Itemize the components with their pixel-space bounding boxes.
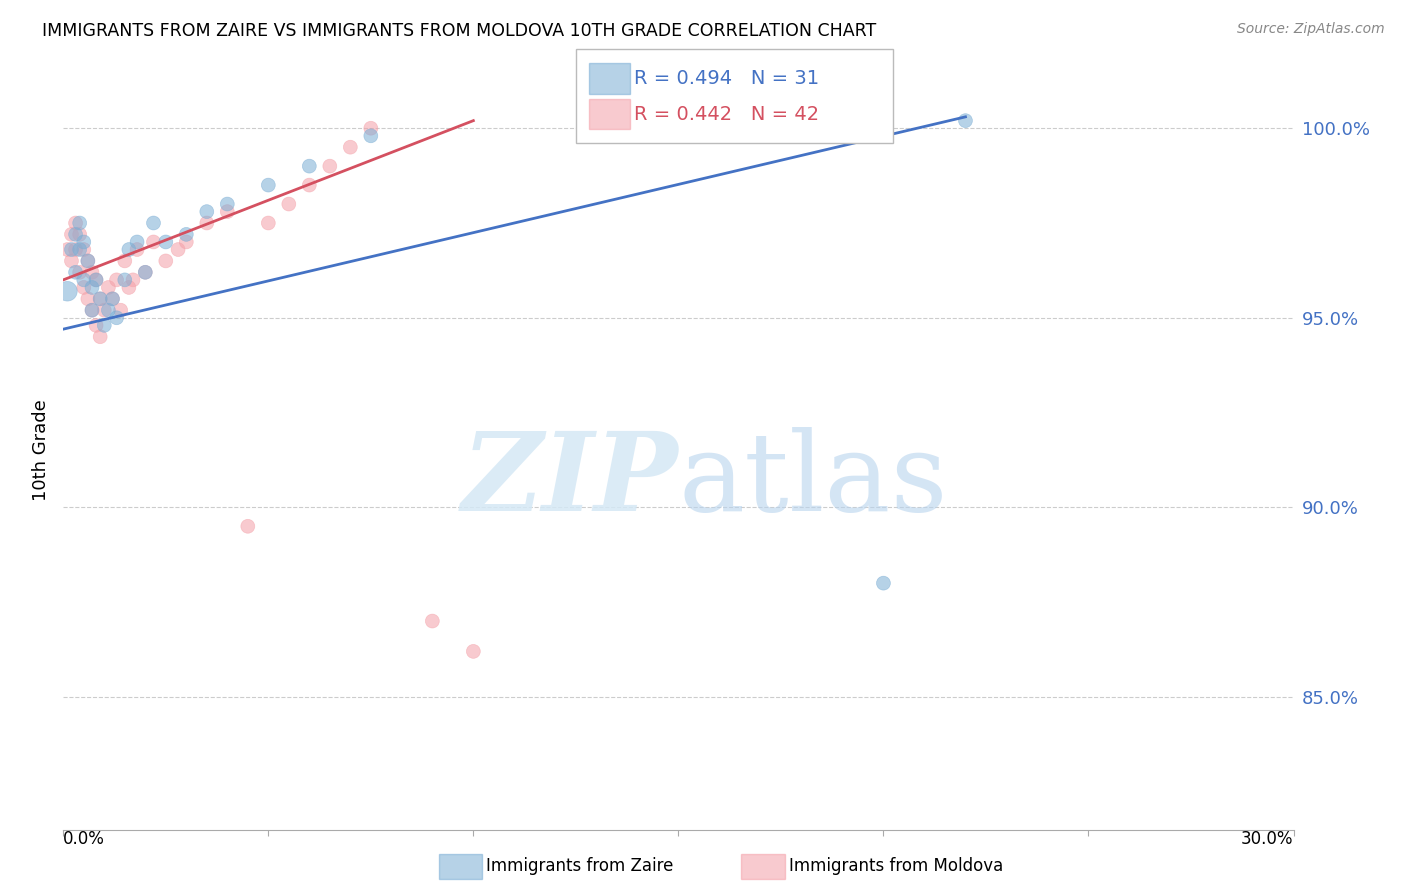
Point xyxy=(89,292,111,306)
Point xyxy=(76,292,98,306)
Point xyxy=(134,265,156,279)
Y-axis label: 10th Grade: 10th Grade xyxy=(32,400,51,501)
Point xyxy=(127,243,149,257)
Point xyxy=(360,128,382,143)
Point xyxy=(298,178,321,192)
Point xyxy=(319,159,342,173)
Point xyxy=(195,216,218,230)
Point xyxy=(257,216,280,230)
Point xyxy=(118,280,141,294)
Point xyxy=(93,303,115,318)
Point xyxy=(463,644,485,658)
Point xyxy=(80,303,103,318)
Point xyxy=(76,253,98,268)
Text: Source: ZipAtlas.com: Source: ZipAtlas.com xyxy=(1237,22,1385,37)
Text: ZIP: ZIP xyxy=(461,427,678,534)
Point xyxy=(60,243,83,257)
Text: Immigrants from Moldova: Immigrants from Moldova xyxy=(789,857,1002,875)
Point xyxy=(360,121,382,136)
Point xyxy=(60,253,83,268)
Point xyxy=(872,576,894,591)
Point xyxy=(56,243,79,257)
Point xyxy=(298,159,321,173)
Point xyxy=(217,204,239,219)
Point xyxy=(93,318,115,333)
Text: R = 0.494   N = 31: R = 0.494 N = 31 xyxy=(634,69,820,88)
Point xyxy=(73,273,96,287)
Point xyxy=(76,253,98,268)
Point xyxy=(89,329,111,343)
Point xyxy=(122,273,145,287)
Point xyxy=(174,235,197,249)
Point xyxy=(65,216,87,230)
Point xyxy=(73,243,96,257)
Text: IMMIGRANTS FROM ZAIRE VS IMMIGRANTS FROM MOLDOVA 10TH GRADE CORRELATION CHART: IMMIGRANTS FROM ZAIRE VS IMMIGRANTS FROM… xyxy=(42,22,876,40)
Text: R = 0.442   N = 42: R = 0.442 N = 42 xyxy=(634,104,820,124)
Point xyxy=(142,235,165,249)
Point xyxy=(155,235,177,249)
Point xyxy=(236,519,259,533)
Point xyxy=(195,204,218,219)
Point xyxy=(80,265,103,279)
Point xyxy=(142,216,165,230)
Point xyxy=(110,303,132,318)
Point xyxy=(89,292,111,306)
Point xyxy=(73,280,96,294)
Point xyxy=(114,273,136,287)
Point xyxy=(217,197,239,211)
Point xyxy=(80,303,103,318)
Text: 0.0%: 0.0% xyxy=(63,830,105,847)
Point xyxy=(114,253,136,268)
Point xyxy=(69,265,91,279)
Point xyxy=(73,235,96,249)
Point xyxy=(955,113,977,128)
Point xyxy=(277,197,299,211)
Point xyxy=(155,253,177,268)
Point xyxy=(84,318,107,333)
Point xyxy=(65,265,87,279)
Point xyxy=(69,243,91,257)
Point xyxy=(339,140,361,154)
Point xyxy=(97,280,120,294)
Point xyxy=(174,227,197,242)
Point xyxy=(101,292,124,306)
Text: atlas: atlas xyxy=(678,427,948,534)
Point xyxy=(97,303,120,318)
Point xyxy=(167,243,190,257)
Point xyxy=(65,227,87,242)
Point xyxy=(60,227,83,242)
Point xyxy=(118,243,141,257)
Point xyxy=(84,273,107,287)
Point xyxy=(69,227,91,242)
Point xyxy=(56,284,79,298)
Point xyxy=(105,273,128,287)
Point xyxy=(127,235,149,249)
Point xyxy=(80,280,103,294)
Point xyxy=(69,216,91,230)
Text: Immigrants from Zaire: Immigrants from Zaire xyxy=(486,857,673,875)
Point xyxy=(105,310,128,325)
Point xyxy=(101,292,124,306)
Point xyxy=(65,243,87,257)
Text: 30.0%: 30.0% xyxy=(1241,830,1294,847)
Point xyxy=(422,614,444,628)
Point xyxy=(134,265,156,279)
Point xyxy=(257,178,280,192)
Point xyxy=(84,273,107,287)
